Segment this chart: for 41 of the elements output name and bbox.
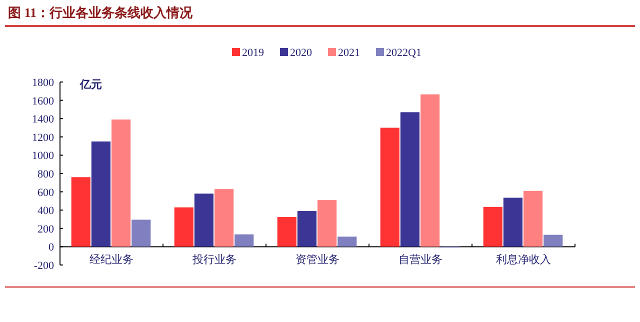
bar xyxy=(194,194,214,247)
bar xyxy=(132,220,151,247)
y-tick-label: 400 xyxy=(38,205,54,218)
y-tick-label: 800 xyxy=(38,168,54,180)
x-tick-label: 经纪业务 xyxy=(90,253,134,266)
bar xyxy=(524,190,543,247)
y-tick-label: 1600 xyxy=(32,95,54,108)
y-tick-label: 600 xyxy=(38,186,54,199)
bar xyxy=(71,177,90,247)
legend-label: 2019 xyxy=(242,47,264,59)
bar xyxy=(420,94,440,247)
legend-label: 2020 xyxy=(290,47,312,59)
bar xyxy=(234,234,254,247)
bar xyxy=(400,112,420,247)
bar xyxy=(483,206,502,247)
y-tick-label: 1200 xyxy=(32,132,54,144)
bar xyxy=(544,234,563,247)
chart-title: 图 11：行业各业务条线收入情况 xyxy=(8,5,194,20)
bar xyxy=(277,216,296,247)
x-tick-label: 自营业务 xyxy=(398,253,442,266)
bar xyxy=(91,141,110,247)
y-tick-label: 1800 xyxy=(32,77,54,89)
y-tick-label: -200 xyxy=(34,260,54,272)
bar xyxy=(318,200,337,247)
x-tick-label: 利息净收入 xyxy=(496,253,551,266)
bar xyxy=(214,189,234,247)
bar xyxy=(174,207,194,247)
legend-label: 2022Q1 xyxy=(386,47,422,59)
x-tick-label: 资管业务 xyxy=(296,253,340,266)
bar xyxy=(297,211,316,247)
y-axis-title: 亿元 xyxy=(79,79,102,91)
bar xyxy=(503,198,522,247)
y-tick-label: 0 xyxy=(48,242,54,254)
bar xyxy=(112,120,131,247)
y-tick-label: 200 xyxy=(38,223,54,236)
legend-label: 2021 xyxy=(338,47,360,59)
x-tick-label: 投行业务 xyxy=(192,253,236,266)
bar xyxy=(338,236,357,247)
bar xyxy=(380,128,400,247)
y-tick-label: 1000 xyxy=(32,150,54,162)
y-tick-label: 1400 xyxy=(32,114,54,126)
